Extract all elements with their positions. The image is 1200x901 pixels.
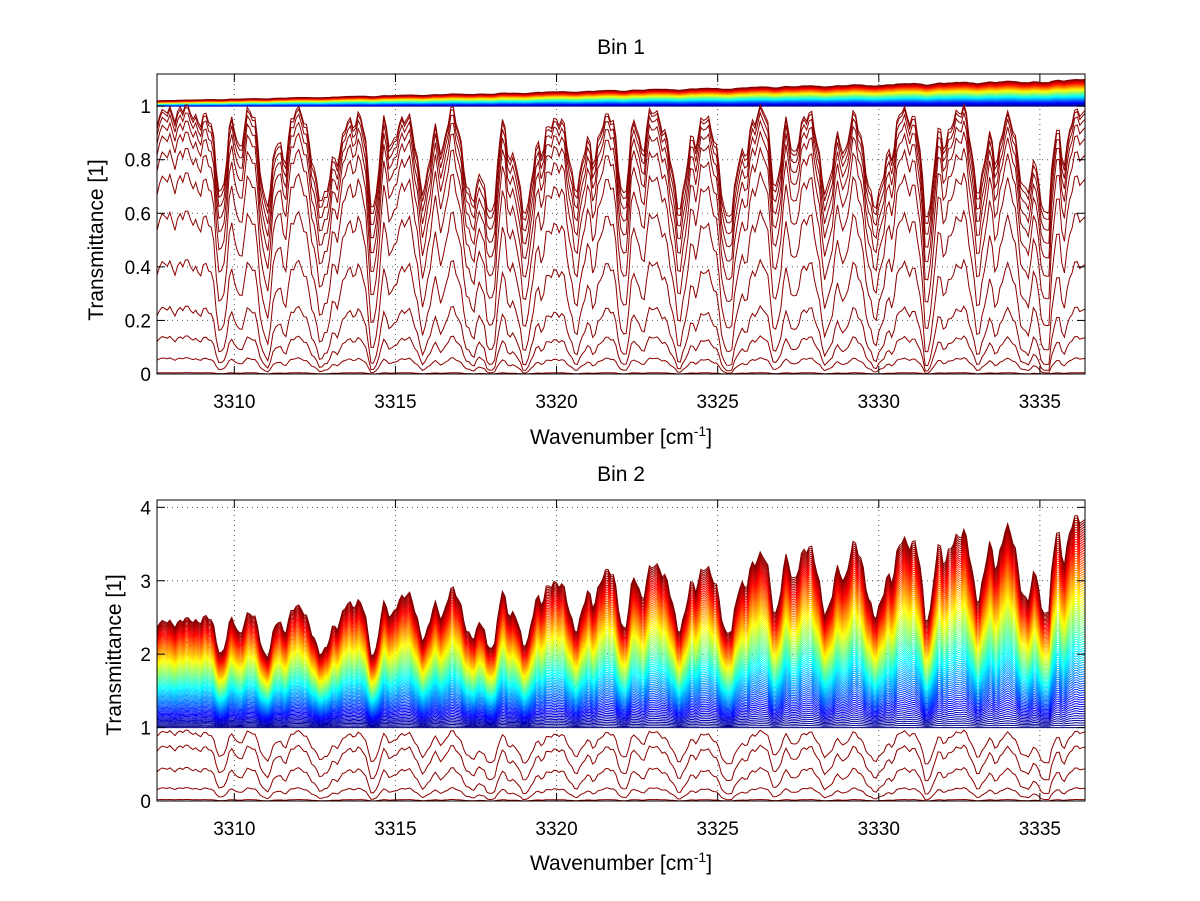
spectrum-line <box>156 622 1086 694</box>
spectrum-line <box>156 703 1086 721</box>
y-tick-label: 0 <box>140 792 151 813</box>
spectrum-line <box>156 615 1086 692</box>
y-tick-label: 0.8 <box>125 151 151 172</box>
spectrum-line <box>156 662 1086 708</box>
spectrum-line <box>156 700 1086 720</box>
x-tick-label: 3320 <box>535 819 577 840</box>
spectrum-line <box>156 624 1086 695</box>
spectrum-line <box>156 722 1086 727</box>
spectrum-line <box>156 111 1086 235</box>
chart-title: Bin 2 <box>597 463 645 486</box>
x-tick-label: 3335 <box>1019 819 1061 840</box>
spectrum-line <box>156 667 1086 709</box>
x-tick-label: 3335 <box>1019 392 1061 413</box>
spectrum-line <box>156 653 1086 704</box>
y-tick-label: 0 <box>140 365 151 386</box>
spectrum-line <box>156 696 1086 718</box>
spectrum-line <box>156 686 1086 715</box>
spectrum-line <box>156 724 1086 728</box>
spectrum-line <box>156 146 1086 281</box>
x-axis-label: Wavenumber [cm-1] <box>530 849 712 875</box>
spectrum-line <box>156 655 1086 705</box>
spectrum-line <box>156 650 1086 704</box>
spectrum-line <box>156 787 1086 801</box>
spectrum-line <box>156 209 1086 329</box>
y-tick-label: 1 <box>140 719 151 740</box>
x-axis-label: Wavenumber [cm-1] <box>530 423 712 449</box>
spectrum-line <box>156 674 1086 711</box>
x-tick-label: 3310 <box>213 819 255 840</box>
spectrum-line <box>156 691 1086 717</box>
spectrum-line <box>156 631 1086 698</box>
spectrum-line <box>156 717 1086 726</box>
spectrum-line <box>156 619 1086 694</box>
spectrum-line <box>156 677 1086 712</box>
spectrum-line <box>156 629 1086 697</box>
spectrum-line <box>156 78 1086 102</box>
y-tick-label: 0.6 <box>125 204 151 225</box>
spectrum-line <box>156 634 1086 698</box>
spectrum-line <box>156 705 1086 722</box>
spectrum-line <box>156 646 1086 702</box>
y-axis-label: Transmittance [1] <box>103 574 126 735</box>
spectrum-line <box>156 684 1086 715</box>
x-tick-label: 3330 <box>858 392 900 413</box>
spectrum-line <box>156 698 1086 719</box>
plot-frame <box>156 499 1086 802</box>
spectrum-line <box>156 679 1086 713</box>
chart-title: Bin 1 <box>597 36 645 59</box>
x-tick-label: 3325 <box>697 392 739 413</box>
spectrum-line <box>156 515 1086 660</box>
spectrum-line <box>156 669 1086 710</box>
spectrum-line <box>156 305 1086 367</box>
spectrum-line <box>156 672 1086 711</box>
spectrum-line <box>156 715 1086 725</box>
spectrum-line <box>156 707 1086 722</box>
spectrum-line <box>156 105 1086 225</box>
y-tick-label: 3 <box>140 572 151 593</box>
spectrum-line <box>156 258 1086 353</box>
spectrum-line <box>156 729 1086 765</box>
spectrum-line <box>156 657 1086 706</box>
x-tick-label: 3330 <box>858 819 900 840</box>
spectrum-line <box>156 766 1086 795</box>
chart-bin-1: Bin 1 3310 3315 3320 3325 3330 3335 0 0.2 0.4 0.6… <box>85 36 1086 449</box>
spectrum-line <box>156 710 1086 723</box>
y-axis-label: Transmittance [1] <box>85 159 108 320</box>
spectrum-line <box>156 335 1086 372</box>
plot-frame <box>156 73 1086 375</box>
spectrum-line <box>156 719 1085 726</box>
spectrum-line <box>156 689 1086 716</box>
spectrum-line <box>156 636 1086 699</box>
spectrum-line <box>156 102 1086 218</box>
spectrum-line <box>156 744 1086 782</box>
x-tick-label: 3325 <box>697 819 739 840</box>
x-tick-label: 3310 <box>213 392 255 413</box>
spectrum-line <box>156 119 1086 248</box>
spectrum-line <box>156 170 1086 303</box>
y-tick-label: 1 <box>140 97 151 118</box>
y-tick-label: 0.4 <box>125 258 152 279</box>
spectrum-line <box>156 643 1086 701</box>
spectrum-line <box>156 712 1086 724</box>
spectrum-line <box>156 357 1086 374</box>
spectrum-line <box>156 648 1086 703</box>
spectrum-line <box>156 681 1086 714</box>
spectrum-line <box>156 638 1086 700</box>
x-tick-label: 3315 <box>374 819 416 840</box>
spectrum-line <box>156 130 1086 263</box>
spectrum-line <box>156 665 1086 708</box>
y-tick-label: 0.2 <box>125 311 151 332</box>
spectrum-line <box>156 641 1086 701</box>
spectrum-line <box>156 626 1086 696</box>
chart-bin-2: Bin 2 3310 3315 3320 3325 3330 3335 0 1 2 3 4 Wave… <box>103 463 1086 875</box>
x-tick-label: 3320 <box>535 392 577 413</box>
spectrum-line <box>156 660 1086 707</box>
spectrum-line <box>156 693 1086 718</box>
y-tick-label: 2 <box>140 645 151 666</box>
x-tick-label: 3315 <box>374 392 416 413</box>
y-tick-label: 4 <box>140 498 151 519</box>
